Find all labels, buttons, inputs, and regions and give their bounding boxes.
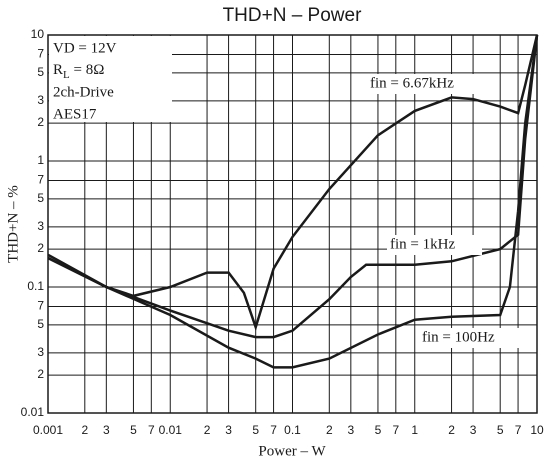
x-tick-label: 3 [103, 423, 110, 437]
x-tick-label: 0.1 [284, 423, 301, 437]
x-tick-label: 2 [204, 423, 211, 437]
series-label: fin = 6.67kHz [370, 75, 454, 91]
y-tick-label: 0.1 [27, 279, 44, 293]
x-tick-label: 3 [470, 423, 477, 437]
x-tick-label: 7 [515, 423, 522, 437]
x-tick-label: 7 [392, 423, 399, 437]
y-tick-label: 2 [37, 241, 44, 255]
y-tick-label: 5 [37, 191, 44, 205]
x-tick-label: 3 [225, 423, 232, 437]
series-line [47, 34, 539, 332]
condition: RL = 8Ω [53, 62, 104, 80]
y-tick-label: 3 [37, 93, 44, 107]
x-tick-label: 2 [326, 423, 333, 437]
series-label: fin = 1kHz [390, 236, 455, 252]
y-tick-label: 10 [31, 27, 45, 41]
x-tick-label: 2 [81, 423, 88, 437]
x-tick-label: 7 [270, 423, 277, 437]
y-tick-label: 1 [37, 153, 44, 167]
y-axis-label: THD+N – % [5, 185, 21, 263]
chart-title: THD+N – Power [223, 5, 363, 26]
y-tick-label: 7 [37, 299, 44, 313]
condition: 2ch-Drive [53, 84, 114, 100]
y-tick-label: 3 [37, 345, 44, 359]
x-tick-label: 1 [411, 423, 418, 437]
x-tick-label: 0.01 [159, 423, 183, 437]
conditions-box [49, 36, 172, 122]
x-tick-label: 2 [448, 423, 455, 437]
x-tick-label: 5 [497, 423, 504, 437]
x-axis-label: Power – W [258, 443, 326, 459]
series-line [47, 34, 539, 339]
series-line [47, 34, 539, 369]
condition-subscript: L [63, 69, 70, 81]
y-tick-label: 5 [37, 317, 44, 331]
series-label-bg [367, 74, 485, 94]
series-label-bg [419, 328, 529, 348]
x-tick-label: 5 [130, 423, 137, 437]
series-label: fin = 100Hz [422, 329, 495, 345]
y-tick-label: 7 [37, 47, 44, 61]
series-label-bg [387, 235, 482, 255]
x-tick-label: 0.001 [33, 423, 63, 437]
x-tick-label: 7 [148, 423, 155, 437]
x-tick-label: 5 [375, 423, 382, 437]
y-tick-label: 5 [37, 65, 44, 79]
y-tick-label: 0.01 [21, 405, 45, 419]
condition: VD = 12V [53, 40, 117, 56]
plot-frame [47, 34, 538, 414]
y-tick-label: 3 [37, 219, 44, 233]
x-tick-label: 5 [252, 423, 259, 437]
condition-symbol: R [53, 62, 63, 78]
x-tick-label: 10 [530, 423, 544, 437]
y-tick-label: 2 [37, 367, 44, 381]
y-tick-label: 7 [37, 173, 44, 187]
x-tick-label: 3 [347, 423, 354, 437]
condition-value: = 8Ω [70, 62, 105, 78]
y-tick-label: 2 [37, 115, 44, 129]
condition: AES17 [53, 106, 97, 122]
